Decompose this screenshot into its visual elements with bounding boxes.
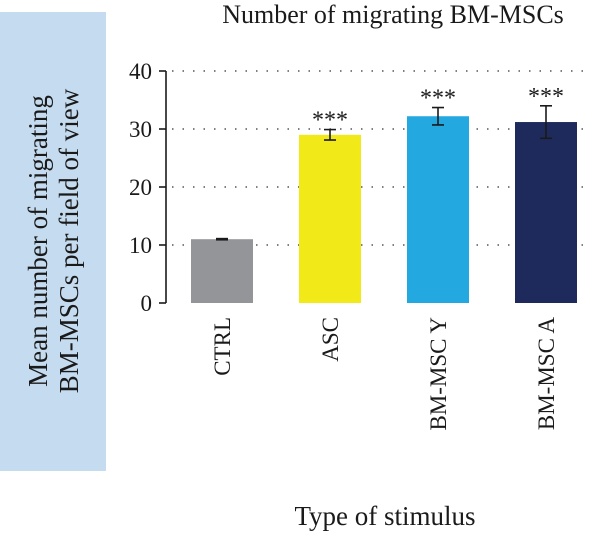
category-label: ASC [318, 317, 343, 362]
chart-title: Number of migrating BM-MSCs [222, 0, 564, 29]
y-tick-label: 10 [129, 233, 152, 258]
ylabel-panel [0, 12, 106, 471]
ylabel: Mean number of migrating BM-MSCs per fie… [23, 88, 84, 393]
category-label: CTRL [210, 317, 235, 376]
y-axis: 0 10 20 30 40 [129, 59, 167, 316]
significance-label: *** [420, 86, 456, 112]
bar-ctrl [191, 239, 253, 303]
y-tick-label: 30 [129, 117, 152, 142]
significance-label: *** [312, 108, 348, 134]
bar-bm-msc-y [407, 116, 469, 304]
ylabel-line-2: BM-MSCs per field of view [54, 88, 84, 393]
category-label: BM-MSC Y [426, 317, 451, 431]
ylabel-line-1: Mean number of migrating [23, 95, 53, 387]
bar-asc [299, 134, 361, 303]
y-tick-label: 20 [129, 175, 152, 200]
bar-bm-msc-a [515, 122, 577, 303]
category-labels: CTRL ASC BM-MSC Y BM-MSC A [210, 317, 559, 431]
y-tick-label: 0 [141, 291, 153, 316]
significance-label: *** [528, 84, 564, 110]
x-axis-label: Type of stimulus [294, 501, 475, 531]
y-tick-label: 40 [129, 59, 152, 84]
bars: *** *** *** [191, 84, 577, 304]
category-label: BM-MSC A [534, 317, 559, 431]
